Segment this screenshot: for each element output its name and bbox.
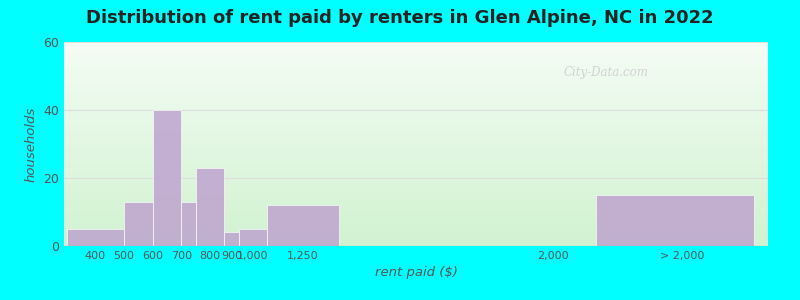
Bar xyxy=(124,202,153,246)
Bar xyxy=(267,205,338,246)
Bar xyxy=(196,168,224,246)
Bar xyxy=(596,195,754,246)
Text: Distribution of rent paid by renters in Glen Alpine, NC in 2022: Distribution of rent paid by renters in … xyxy=(86,9,714,27)
Bar xyxy=(224,232,238,246)
Bar xyxy=(182,202,196,246)
Text: City-Data.com: City-Data.com xyxy=(564,66,649,79)
Bar xyxy=(67,229,124,246)
Bar xyxy=(238,229,267,246)
Y-axis label: households: households xyxy=(25,106,38,182)
Bar xyxy=(153,110,182,246)
X-axis label: rent paid ($): rent paid ($) xyxy=(374,266,458,279)
